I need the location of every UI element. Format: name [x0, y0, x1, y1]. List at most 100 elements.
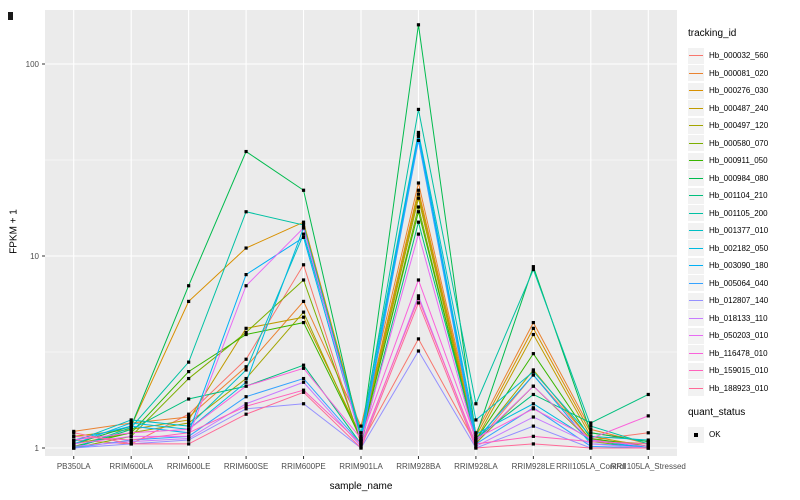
corner-artifact — [8, 12, 13, 20]
legend-key-line-icon — [688, 362, 704, 379]
data-point — [359, 439, 363, 444]
data-point — [301, 363, 306, 367]
data-point — [244, 246, 248, 250]
data-point — [244, 395, 248, 399]
legend-entry: Hb_012807_140 — [688, 292, 800, 310]
data-point — [531, 407, 535, 411]
data-point — [301, 388, 306, 392]
data-point — [589, 439, 593, 444]
data-point — [416, 130, 421, 135]
data-point — [531, 434, 535, 438]
data-point — [359, 442, 363, 446]
data-point — [72, 434, 76, 438]
data-point — [72, 438, 76, 442]
data-point — [244, 404, 248, 408]
data-point — [646, 431, 650, 435]
x-tick-label: RRIM600LE — [167, 462, 211, 471]
legend-key-line-icon — [688, 292, 704, 309]
legend-entry: Hb_005064_040 — [688, 275, 800, 293]
data-point — [72, 446, 76, 450]
legend-key-line-icon — [688, 135, 704, 152]
data-point — [244, 407, 248, 411]
data-point — [244, 273, 248, 277]
data-point — [244, 365, 248, 369]
data-point — [416, 192, 421, 196]
data-point — [474, 446, 478, 450]
x-tick-label: RRIM600LA — [109, 462, 153, 471]
data-point — [531, 267, 535, 272]
legend-entry-label: Hb_001377_010 — [709, 226, 769, 236]
data-point — [589, 427, 593, 431]
legend-key-line-icon — [688, 205, 704, 222]
data-point — [531, 265, 535, 269]
data-point — [416, 134, 421, 138]
data-point — [187, 436, 191, 441]
legend-entry: Hb_001105_200 — [688, 205, 800, 223]
data-point — [474, 432, 478, 436]
legend-entry: Hb_000081_020 — [688, 65, 800, 83]
y-tick-label: 10 — [30, 252, 39, 261]
legend-entry-label: Hb_012807_140 — [709, 296, 769, 306]
data-point — [531, 402, 535, 406]
data-point — [301, 390, 306, 394]
data-point — [129, 421, 133, 425]
data-point — [589, 424, 593, 428]
data-point — [359, 431, 363, 435]
data-point — [646, 414, 650, 418]
data-point — [187, 431, 191, 435]
data-point — [187, 421, 191, 425]
data-point — [187, 360, 191, 364]
legend-entry-label: Hb_002182_050 — [709, 243, 769, 253]
data-point — [531, 368, 535, 372]
legend-entry-label: Hb_018133_110 — [709, 313, 768, 323]
data-point — [589, 436, 593, 441]
data-point — [589, 431, 593, 435]
data-point — [301, 220, 306, 224]
data-point — [589, 442, 593, 446]
data-point — [646, 442, 650, 446]
data-point — [301, 188, 306, 192]
legend-entry-label: Hb_188923_010 — [709, 383, 769, 393]
legend-key-line-icon — [688, 47, 704, 64]
y-tick-label: 1 — [35, 444, 40, 453]
ok-point-icon — [688, 426, 704, 443]
legend-entry-label: Hb_000487_240 — [709, 103, 769, 113]
data-point — [531, 424, 535, 428]
data-point — [416, 301, 421, 305]
legend-entry-label: Hb_000032_560 — [709, 51, 769, 61]
data-point — [646, 446, 650, 450]
data-point — [416, 138, 421, 143]
data-point — [416, 210, 421, 214]
data-point — [129, 427, 133, 431]
data-point — [244, 149, 248, 154]
data-point — [129, 431, 133, 435]
legend-entry: Hb_050203_010 — [688, 327, 800, 345]
data-point — [416, 23, 421, 27]
x-tick-label: RRIM901LA — [339, 462, 383, 471]
data-point — [187, 369, 191, 374]
legend-entry: Hb_000032_560 — [688, 47, 800, 65]
y-tick-label: 100 — [26, 60, 40, 69]
x-tick-label: RRII105LA_Stressed — [611, 462, 686, 471]
data-point — [416, 278, 421, 282]
data-point — [416, 205, 421, 209]
data-point — [301, 278, 306, 282]
data-point — [187, 418, 191, 422]
data-point — [646, 438, 650, 442]
data-point — [416, 196, 421, 200]
data-point — [129, 434, 133, 438]
data-point — [244, 368, 248, 372]
legend-key-line-icon — [688, 275, 704, 292]
x-tick-label: RRIM928LA — [454, 462, 498, 471]
legend-tracking-title: tracking_id — [688, 28, 737, 39]
data-point — [187, 427, 191, 431]
legend-entries: Hb_000032_560 Hb_000081_020 Hb_000276_030 H… — [688, 47, 800, 397]
data-point — [359, 446, 363, 450]
legend-entry-label: Hb_001105_200 — [709, 208, 768, 218]
data-point — [301, 223, 306, 227]
data-point — [589, 446, 593, 450]
legend-entry: Hb_000911_050 — [688, 152, 800, 170]
data-point — [301, 299, 306, 304]
legend-entry-ok: OK — [688, 426, 800, 444]
data-point — [244, 284, 248, 288]
